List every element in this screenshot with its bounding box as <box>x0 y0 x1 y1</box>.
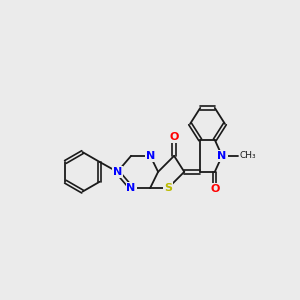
Text: N: N <box>113 167 122 177</box>
Text: O: O <box>210 184 220 194</box>
Text: CH₃: CH₃ <box>239 152 256 160</box>
Text: N: N <box>218 151 227 161</box>
Text: N: N <box>127 183 136 193</box>
Text: S: S <box>164 183 172 193</box>
Text: O: O <box>169 132 179 142</box>
Text: N: N <box>146 151 155 161</box>
